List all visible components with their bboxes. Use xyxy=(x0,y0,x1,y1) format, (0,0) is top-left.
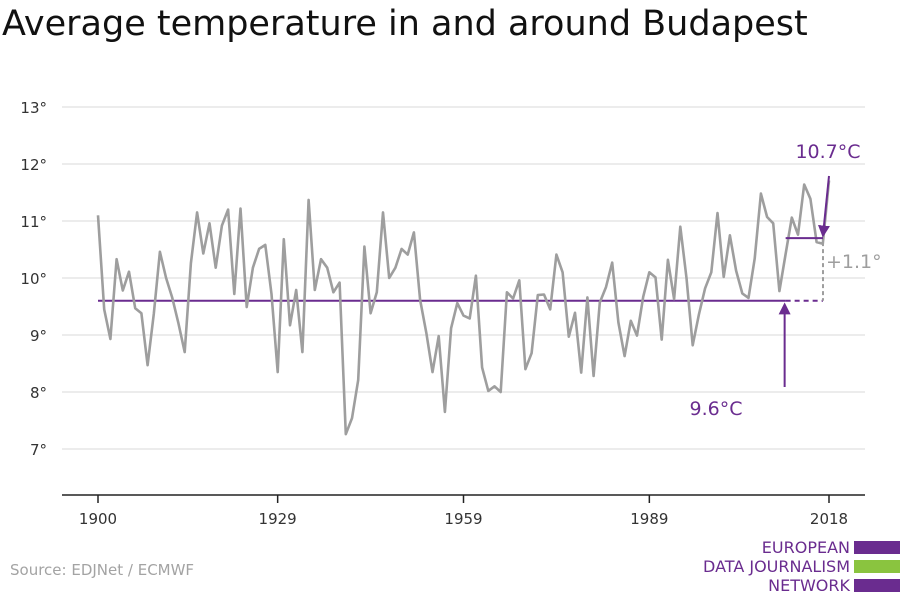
y-tick-label-7: 7° xyxy=(30,441,47,459)
logo-line-3: NETWORK xyxy=(768,576,850,595)
temperature-line-chart: 7°8°9°10°11°12°13° 1900 1929 1959 1989 2018 … xyxy=(20,99,882,528)
y-tick-label-13: 13° xyxy=(20,99,47,117)
x-axis xyxy=(62,494,865,503)
edjnet-logo: EUROPEAN DATA JOURNALISM NETWORK xyxy=(700,539,900,597)
baseline-label: 9.6°C xyxy=(690,398,743,420)
logo-line-2: DATA JOURNALISM xyxy=(703,557,850,576)
x-tick-label-1929: 1929 xyxy=(259,510,297,528)
x-tick-label-1900: 1900 xyxy=(79,510,117,528)
recent-arrow xyxy=(818,175,830,238)
y-tick-label-8: 8° xyxy=(30,384,47,402)
y-tick-label-11: 11° xyxy=(20,213,47,231)
grid-lines xyxy=(62,106,865,450)
logo-line-1: EUROPEAN xyxy=(761,538,850,557)
temperature-series xyxy=(96,180,831,436)
x-tick-label-1989: 1989 xyxy=(630,510,668,528)
y-axis-tick-labels: 7° 8° 9° 10° 11° 12° 13° xyxy=(20,99,47,459)
y-tick-label-12: 12° xyxy=(20,156,47,174)
difference-label: +1.1° xyxy=(826,251,882,273)
temperature-series-line xyxy=(96,180,831,436)
y-tick-label-10: 10° xyxy=(20,270,47,288)
source-note: Source: EDJNet / ECMWF xyxy=(10,561,195,579)
logo-bar-green xyxy=(854,560,900,573)
x-tick-label-1959: 1959 xyxy=(444,510,482,528)
x-axis-tick-labels: 1900 1929 1959 1989 2018 xyxy=(79,510,848,528)
x-tick-label-2018: 2018 xyxy=(810,510,848,528)
logo-bar-purple xyxy=(854,541,900,554)
y-tick-label-9: 9° xyxy=(30,327,47,345)
annotations: 9.6°C 10.7°C +1.1° xyxy=(690,141,882,420)
chart-title: Average temperature in and around Budape… xyxy=(2,4,808,44)
recent-label: 10.7°C xyxy=(795,141,860,163)
logo-bar-purple-2 xyxy=(854,579,900,592)
